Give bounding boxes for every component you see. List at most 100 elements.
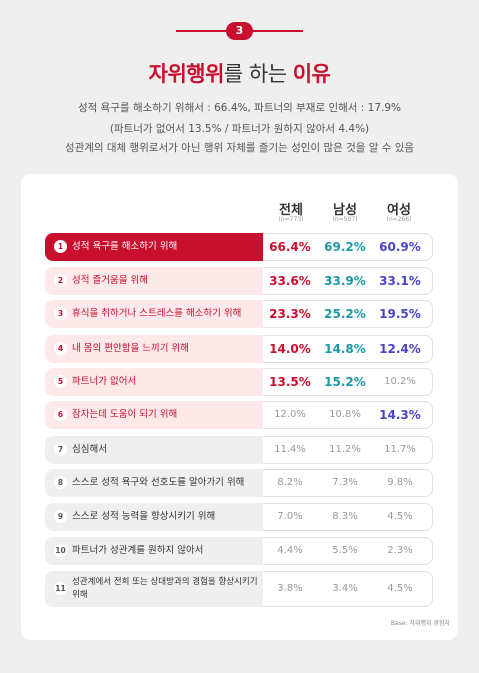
- value-male: 69.2%: [324, 240, 366, 254]
- value-female: 9.8%: [387, 477, 413, 488]
- value-total: 4.4%: [277, 545, 303, 556]
- value-male: 8.3%: [332, 511, 358, 522]
- rank-number-badge: 4: [54, 342, 67, 355]
- value-male: 15.2%: [324, 375, 366, 389]
- reason-text: 스스로 성적 능력을 향상시키기 위해: [72, 511, 216, 522]
- value-female: 12.4%: [379, 342, 421, 356]
- rank-number-badge: 3: [54, 307, 67, 320]
- value-total: 13.5%: [269, 375, 311, 389]
- column-header-male: 남성: [333, 203, 357, 218]
- row-values: 23.3% 25.2% 19.5%: [263, 300, 433, 328]
- row-label: 2 성적 즐거움을 위해: [45, 267, 263, 295]
- row-label: 9 스스로 성적 능력을 향상시키기 위해: [45, 503, 263, 531]
- badge-line-right: [243, 30, 303, 32]
- row-values: 66.4% 69.2% 60.9%: [263, 233, 433, 261]
- title-part-a: 자위행위: [148, 62, 225, 86]
- table-row: 2 성적 즐거움을 위해 33.6% 33.9% 33.1%: [45, 267, 433, 295]
- reason-text: 심심해서: [72, 444, 107, 455]
- value-total: 33.6%: [269, 274, 311, 288]
- reason-text: 성관계에서 전희 또는 상대방과의 경험을 향상시키기 위해: [72, 577, 258, 600]
- row-label: 7 심심해서: [45, 436, 263, 464]
- value-male: 3.4%: [332, 583, 358, 594]
- rank-number-badge: 11: [54, 582, 67, 595]
- title-part-b: 를 하는: [223, 62, 293, 86]
- value-female: 2.3%: [387, 545, 413, 556]
- row-label: 1 성적 욕구를 해소하기 위해: [45, 233, 263, 261]
- column-n-female: (n=266): [386, 216, 412, 223]
- table-row: 6 잠자는데 도움이 되기 위해 12.0% 10.8% 14.3%: [45, 401, 433, 429]
- row-values: 3.8% 3.4% 4.5%: [263, 571, 433, 607]
- reason-text: 내 몸의 편안함을 느끼기 위해: [72, 343, 189, 354]
- reason-text: 파트너가 성관계를 원하지 않아서: [72, 545, 204, 556]
- row-label: 8 스스로 성적 욕구와 선호도를 알아가기 위해: [45, 469, 263, 497]
- row-values: 7.0% 8.3% 4.5%: [263, 503, 433, 531]
- section-badge-wrap: 3: [0, 22, 479, 40]
- row-values: 8.2% 7.3% 9.8%: [263, 469, 433, 497]
- rank-number-badge: 2: [54, 274, 67, 287]
- rank-number-badge: 7: [54, 443, 67, 456]
- table-row: 9 스스로 성적 능력을 향상시키기 위해 7.0% 8.3% 4.5%: [45, 503, 433, 531]
- row-values: 11.4% 11.2% 11.7%: [263, 436, 433, 464]
- value-male: 33.9%: [324, 274, 366, 288]
- rank-number-badge: 8: [54, 476, 67, 489]
- row-label: 4 내 몸의 편안함을 느끼기 위해: [45, 335, 263, 363]
- row-values: 13.5% 15.2% 10.2%: [263, 368, 433, 396]
- value-male: 5.5%: [332, 545, 358, 556]
- table-row: 10 파트너가 성관계를 원하지 않아서 4.4% 5.5% 2.3%: [45, 537, 433, 565]
- subtitle-line-1: 성적 욕구를 해소하기 위해서 : 66.4%, 파트너의 부재로 인해서 : …: [77, 102, 402, 114]
- subtitle-line-2: (파트너가 없어서 13.5% / 파트너가 원하지 않아서 4.4%): [109, 123, 370, 135]
- row-label: 6 잠자는데 도움이 되기 위해: [45, 401, 263, 429]
- rank-number-badge: 6: [54, 408, 67, 421]
- column-n-total: (n=773): [278, 216, 304, 223]
- title-part-c: 이유: [292, 62, 331, 86]
- value-male: 11.2%: [329, 444, 361, 455]
- value-female: 14.3%: [379, 408, 421, 422]
- value-male: 25.2%: [324, 307, 366, 321]
- reason-text: 성적 욕구를 해소하기 위해: [72, 241, 178, 252]
- subtitle-line-3: 성관계의 대체 행위로서가 아닌 행위 자체를 즐기는 성인이 많은 것을 알 …: [64, 142, 415, 154]
- row-values: 33.6% 33.9% 33.1%: [263, 267, 433, 295]
- reason-text: 스스로 성적 욕구와 선호도를 알아가기 위해: [72, 477, 245, 488]
- value-total: 12.0%: [274, 409, 306, 420]
- reason-text: 잠자는데 도움이 되기 위해: [72, 409, 178, 420]
- table-row: 3 휴식을 취하거나 스트레스를 해소하기 위해 23.3% 25.2% 19.5%: [45, 300, 433, 328]
- value-male: 7.3%: [332, 477, 358, 488]
- reason-text: 휴식을 취하거나 스트레스를 해소하기 위해: [72, 308, 242, 319]
- table-row: 7 심심해서 11.4% 11.2% 11.7%: [45, 436, 433, 464]
- value-female: 10.2%: [384, 376, 416, 387]
- row-label: 3 휴식을 취하거나 스트레스를 해소하기 위해: [45, 300, 263, 328]
- rank-number-badge: 5: [54, 375, 67, 388]
- column-header-female: 여성: [387, 203, 411, 218]
- reason-text: 성적 즐거움을 위해: [72, 275, 148, 286]
- base-note: Base: 자위행위 경험자: [390, 620, 450, 627]
- value-female: 60.9%: [379, 240, 421, 254]
- row-values: 14.0% 14.8% 12.4%: [263, 335, 433, 363]
- value-total: 3.8%: [277, 583, 303, 594]
- page-title: 자위행위를 하는 이유: [0, 58, 479, 88]
- table-row: 1 성적 욕구를 해소하기 위해 66.4% 69.2% 60.9%: [45, 233, 433, 261]
- table-row: 8 스스로 성적 욕구와 선호도를 알아가기 위해 8.2% 7.3% 9.8%: [45, 469, 433, 497]
- value-female: 33.1%: [379, 274, 421, 288]
- value-female: 11.7%: [384, 444, 416, 455]
- value-female: 4.5%: [387, 583, 413, 594]
- row-label: 11 성관계에서 전희 또는 상대방과의 경험을 향상시키기 위해: [45, 571, 263, 607]
- table-row: 4 내 몸의 편안함을 느끼기 위해 14.0% 14.8% 12.4%: [45, 335, 433, 363]
- rank-number-badge: 10: [54, 544, 67, 557]
- badge-line-left: [176, 30, 236, 32]
- rank-number-badge: 9: [54, 510, 67, 523]
- section-number-badge: 3: [226, 22, 253, 40]
- row-label: 10 파트너가 성관계를 원하지 않아서: [45, 537, 263, 565]
- row-values: 4.4% 5.5% 2.3%: [263, 537, 433, 565]
- value-total: 7.0%: [277, 511, 303, 522]
- value-male: 14.8%: [324, 342, 366, 356]
- row-values: 12.0% 10.8% 14.3%: [263, 401, 433, 429]
- table-row: 5 파트너가 없어서 13.5% 15.2% 10.2%: [45, 368, 433, 396]
- column-header-total: 전체: [279, 203, 303, 218]
- table-row: 11 성관계에서 전희 또는 상대방과의 경험을 향상시키기 위해 3.8% 3.4%…: [45, 571, 433, 607]
- column-n-male: (n=507): [332, 216, 358, 223]
- value-total: 8.2%: [277, 477, 303, 488]
- value-total: 23.3%: [269, 307, 311, 321]
- value-total: 11.4%: [274, 444, 306, 455]
- row-label: 5 파트너가 없어서: [45, 368, 263, 396]
- value-male: 10.8%: [329, 409, 361, 420]
